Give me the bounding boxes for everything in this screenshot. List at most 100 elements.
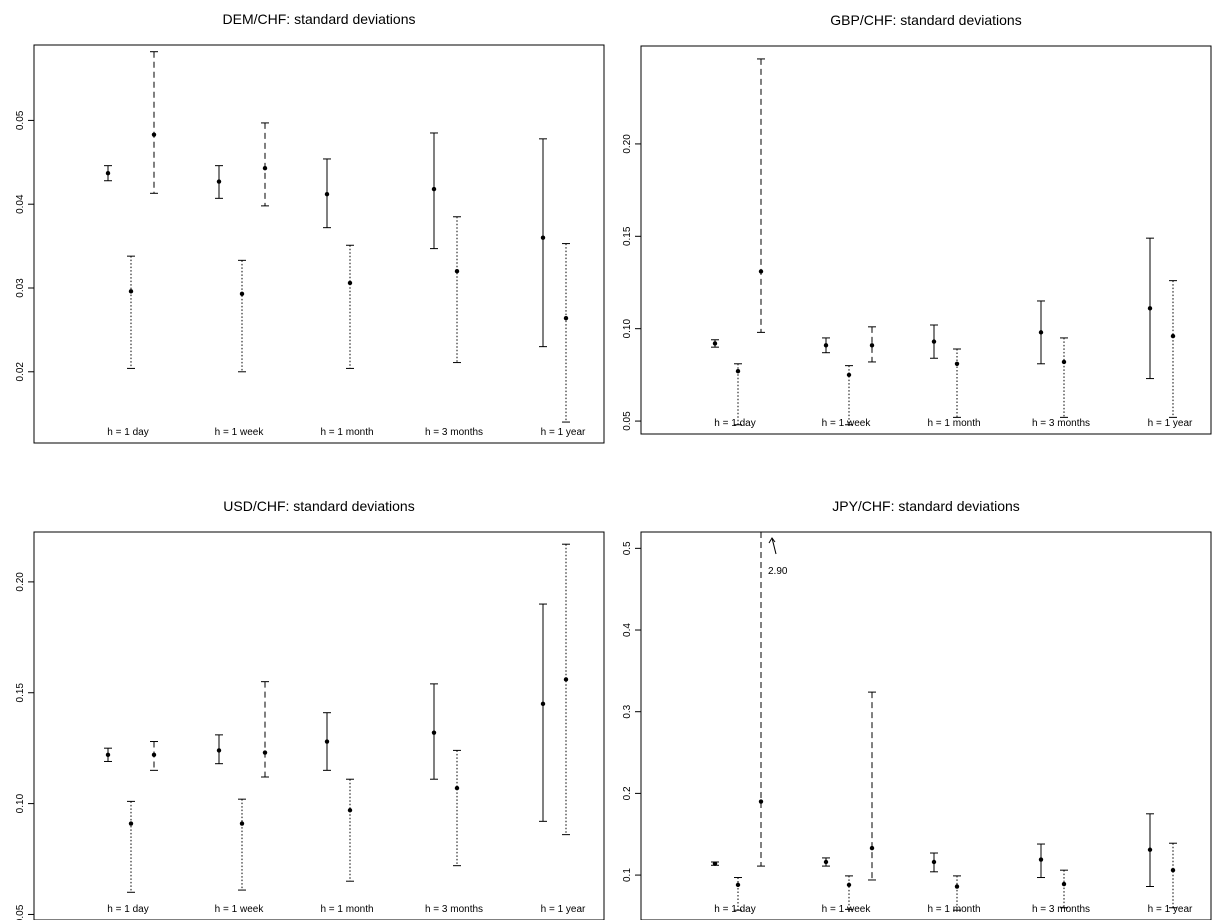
point-estimate <box>1170 333 1176 339</box>
point-estimate <box>454 269 460 274</box>
category-label: h = 1 year <box>1148 418 1193 429</box>
point-estimate <box>431 186 437 192</box>
point-estimate <box>1170 867 1176 873</box>
y-tick-label: 0.3 <box>622 704 633 718</box>
point-estimate <box>347 280 353 286</box>
error-bar <box>238 259 246 373</box>
error-bar <box>953 348 961 418</box>
error-bar <box>1060 869 1068 909</box>
point-estimate <box>151 132 157 137</box>
plot-frame <box>640 45 1212 435</box>
point-estimate <box>1061 881 1067 887</box>
error-bar <box>734 877 742 911</box>
y-tick-label: 0.04 <box>15 194 26 214</box>
point-estimate <box>1038 857 1044 862</box>
category-label: h = 3 months <box>425 904 483 915</box>
error-bar <box>822 857 830 867</box>
y-tick-label: 0.20 <box>15 572 26 592</box>
error-bar <box>453 749 461 867</box>
error-bar <box>1060 337 1068 418</box>
y-tick-label: 0.10 <box>622 319 633 339</box>
point-estimate <box>823 343 829 348</box>
point-estimate <box>540 701 546 707</box>
category-label: h = 1 day <box>107 427 148 438</box>
error-bar <box>215 165 223 199</box>
error-bar <box>930 324 938 359</box>
error-bar <box>150 51 158 194</box>
category-label: h = 1 month <box>927 418 980 429</box>
error-bar <box>1169 280 1177 418</box>
plot-frame <box>640 531 1212 920</box>
category-label: h = 1 day <box>714 418 755 429</box>
y-tick-label: 0.4 <box>622 623 633 637</box>
error-bar <box>453 216 461 364</box>
error-bar <box>711 861 719 866</box>
y-tick-label: 0.1 <box>622 868 633 882</box>
error-bar <box>868 691 876 881</box>
point-estimate <box>823 859 829 865</box>
point-estimate <box>1147 847 1153 852</box>
error-bar <box>1146 813 1154 888</box>
category-label: h = 3 months <box>425 427 483 438</box>
error-bar <box>238 798 246 891</box>
y-tick-label: 0.5 <box>622 541 633 555</box>
point-estimate <box>846 882 852 888</box>
error-bar <box>845 875 853 910</box>
annotation-arrowhead <box>768 537 776 544</box>
point-estimate <box>1061 359 1067 365</box>
point-estimate <box>431 730 437 735</box>
error-bar <box>261 122 269 207</box>
chart-panel-1: GBP/CHF: standard deviations 0.05 0.10 0.15… <box>622 12 1212 435</box>
point-estimate <box>239 821 245 826</box>
chart-panel-3: JPY/CHF: standard deviations 0.1 0.2 0.3 0.4… <box>622 498 1212 920</box>
chart-title: USD/CHF: standard deviations <box>223 498 414 514</box>
error-bar <box>127 800 135 893</box>
category-label: h = 1 year <box>541 904 586 915</box>
point-estimate <box>758 799 764 804</box>
error-bar <box>562 243 570 423</box>
error-bar <box>1146 237 1154 380</box>
chart-panel-2: USD/CHF: standard deviations 0.05 0.10 0.15… <box>15 498 605 920</box>
error-bar <box>757 58 765 333</box>
error-bar <box>868 326 876 363</box>
y-tick-label: 0.02 <box>15 362 26 382</box>
annotation-label: 2.90 <box>768 566 788 577</box>
category-label: h = 1 day <box>714 904 755 915</box>
point-estimate <box>105 752 111 758</box>
y-tick-label: 0.2 <box>622 786 633 800</box>
error-bar <box>430 132 438 250</box>
plot-frame <box>33 44 605 444</box>
y-tick-label: 0.05 <box>15 110 26 130</box>
y-tick-label: 0.15 <box>622 226 633 246</box>
point-estimate <box>262 750 268 755</box>
error-bar <box>127 255 135 369</box>
point-estimate <box>931 859 937 865</box>
point-estimate <box>563 677 569 682</box>
point-estimate <box>262 165 268 171</box>
category-label: h = 1 month <box>320 427 373 438</box>
point-estimate <box>454 785 460 791</box>
chart-panel-0: DEM/CHF: standard deviations 0.02 0.03 0.04… <box>15 11 605 444</box>
category-label: h = 1 month <box>927 904 980 915</box>
point-estimate <box>324 739 330 744</box>
error-bar <box>104 747 112 762</box>
category-label: h = 1 week <box>215 427 265 438</box>
error-bar <box>562 543 570 836</box>
error-bar <box>1169 842 1177 909</box>
category-label: h = 3 months <box>1032 904 1090 915</box>
chart-title: GBP/CHF: standard deviations <box>830 12 1021 28</box>
error-bar <box>539 603 547 822</box>
y-tick-label: 0.05 <box>622 411 633 431</box>
point-estimate <box>735 368 741 374</box>
point-estimate <box>712 341 718 346</box>
point-estimate <box>239 291 245 297</box>
error-bar <box>104 165 112 182</box>
error-bar: 2.90 <box>757 532 788 867</box>
point-estimate <box>931 339 937 344</box>
y-tick-label: 0.20 <box>622 134 633 154</box>
error-bar <box>323 158 331 229</box>
y-tick-label: 0.15 <box>15 683 26 703</box>
category-label: h = 1 week <box>215 904 265 915</box>
point-estimate <box>128 289 134 294</box>
